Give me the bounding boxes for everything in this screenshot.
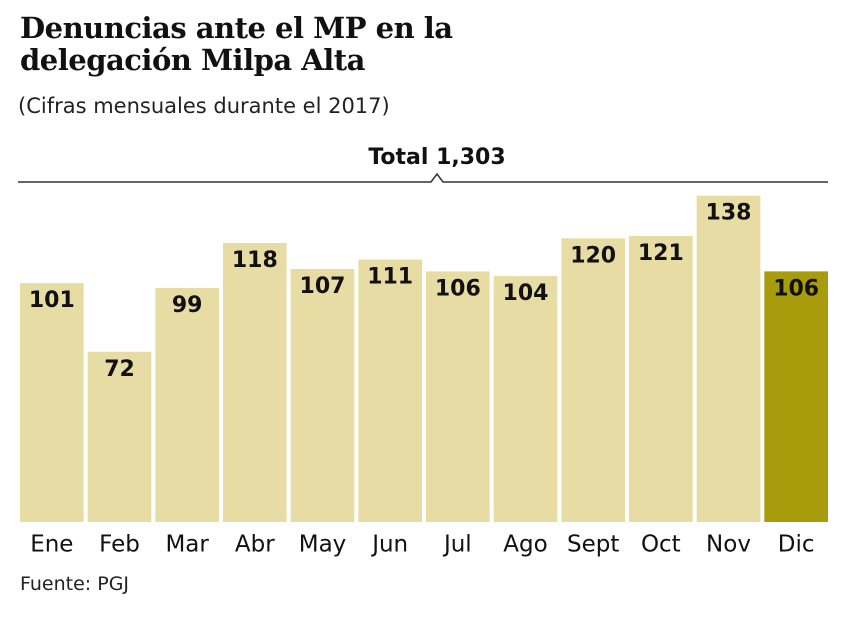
- bar: [223, 243, 287, 522]
- value-label: 111: [367, 265, 413, 290]
- x-tick-label: Nov: [706, 532, 751, 558]
- x-tick-label: Abr: [235, 532, 275, 558]
- x-tick-label: Jul: [442, 532, 472, 558]
- total-bracket: [18, 172, 828, 183]
- value-label: 121: [638, 241, 684, 266]
- value-label: 101: [29, 288, 75, 313]
- chart-subtitle: (Cifras mensuales durante el 2017): [18, 94, 390, 118]
- x-tick-label: May: [299, 532, 347, 558]
- bar: [155, 287, 219, 522]
- bar: [358, 259, 422, 522]
- value-label: 106: [773, 276, 819, 301]
- x-tick-label: Ene: [30, 532, 73, 558]
- x-tick-label: Dic: [778, 532, 815, 558]
- chart-source: Fuente: PGJ: [20, 573, 130, 595]
- x-tick-label: Ago: [503, 532, 547, 558]
- chart: Total 1,303 101 Ene 72 Feb 99 Mar 118 Abr 107 May…: [18, 145, 828, 558]
- value-label: 120: [570, 243, 616, 268]
- bar: [290, 269, 355, 522]
- chart-title: Denuncias ante el MP en la delegación Mi…: [20, 11, 453, 77]
- bar: [696, 195, 761, 522]
- value-label: 104: [503, 281, 549, 306]
- bar: [493, 276, 558, 522]
- value-label: 99: [172, 293, 203, 318]
- value-label: 118: [232, 248, 278, 273]
- bar: [764, 271, 828, 522]
- x-tick-label: Oct: [641, 532, 681, 558]
- x-tick-label: Sept: [567, 532, 619, 558]
- x-tick-label: Feb: [99, 532, 140, 558]
- x-tick-label: Jun: [370, 532, 408, 558]
- x-tick-label: Mar: [165, 532, 209, 558]
- value-label: 138: [706, 201, 752, 226]
- bar: [426, 271, 490, 522]
- bar: [561, 238, 625, 523]
- total-annotation: Total 1,303: [368, 145, 505, 170]
- bar: [629, 235, 693, 522]
- bar: [87, 351, 152, 522]
- value-label: 106: [435, 276, 481, 301]
- bar: [20, 283, 84, 522]
- value-label: 72: [104, 357, 135, 382]
- value-label: 107: [300, 274, 346, 299]
